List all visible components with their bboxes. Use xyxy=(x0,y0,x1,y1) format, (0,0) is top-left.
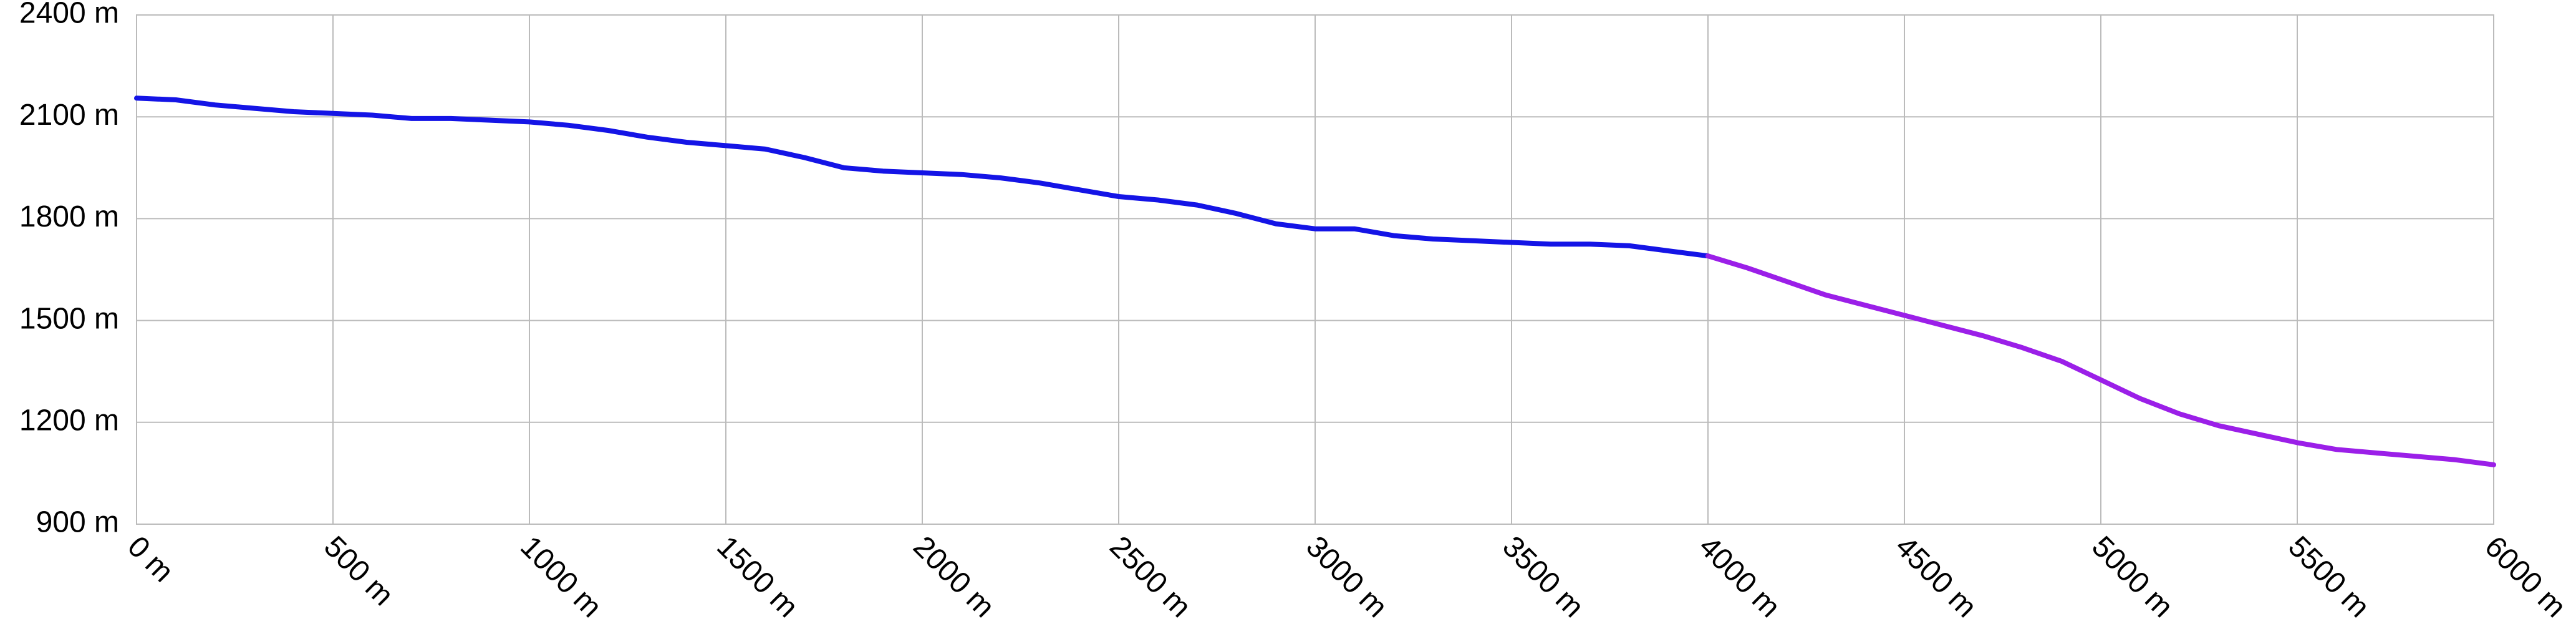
x-tick-label: 4500 m xyxy=(1889,530,1983,624)
y-tick-label: 2100 m xyxy=(19,99,119,132)
elevation-line xyxy=(134,95,1710,259)
y-tick-label: 1800 m xyxy=(19,200,119,233)
x-tick-label: 4000 m xyxy=(1692,530,1787,624)
x-tick-label: 3000 m xyxy=(1300,530,1394,624)
y-tick-label: 1200 m xyxy=(19,404,119,437)
elevation-line xyxy=(1705,253,2496,467)
y-tick-label: 1500 m xyxy=(19,302,119,335)
x-tick-label: 2000 m xyxy=(907,530,1001,624)
x-tick-label: 6000 m xyxy=(2478,530,2572,624)
x-tick-label: 1500 m xyxy=(710,530,804,624)
x-tick-label: 5500 m xyxy=(2282,530,2376,624)
x-tick-label: 1000 m xyxy=(514,530,608,624)
y-tick-label: 2400 m xyxy=(19,0,119,30)
x-tick-label: 2500 m xyxy=(1103,530,1197,624)
y-tick-label: 900 m xyxy=(36,506,119,539)
x-tick-label: 500 m xyxy=(317,530,400,612)
x-tick-label: 5000 m xyxy=(2085,530,2179,624)
x-tick-label: 0 m xyxy=(121,530,180,588)
x-tick-label: 3500 m xyxy=(1496,530,1590,624)
